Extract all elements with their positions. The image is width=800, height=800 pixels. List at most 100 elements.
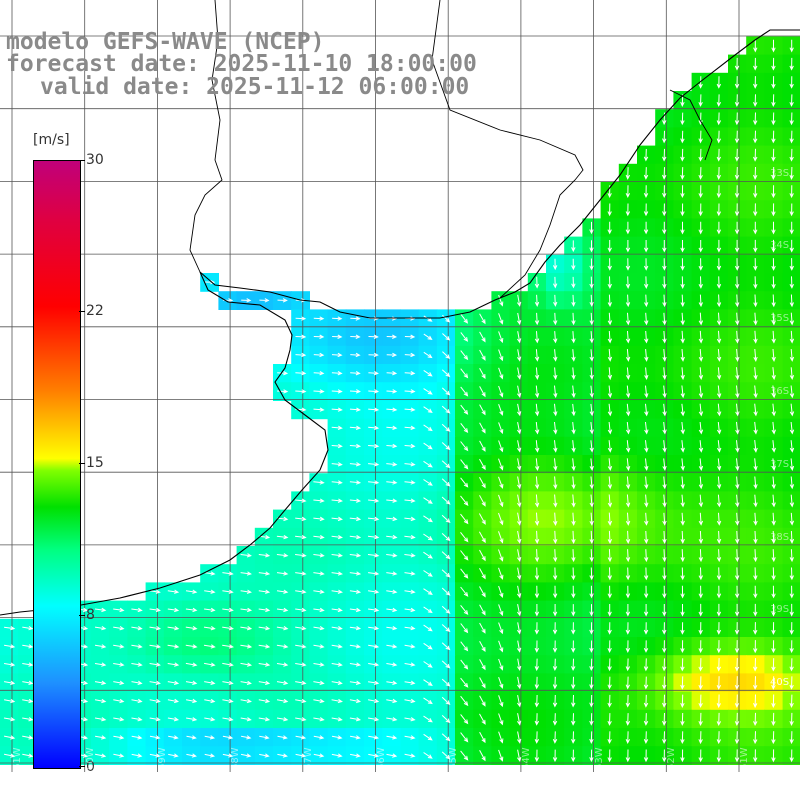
wind-arrow bbox=[386, 644, 398, 649]
wind-arrow bbox=[113, 625, 125, 631]
wind-arrow bbox=[771, 712, 776, 727]
wind-arrow bbox=[698, 185, 703, 199]
wind-arrow bbox=[404, 735, 416, 740]
wind-arrow bbox=[716, 694, 721, 709]
wind-arrow bbox=[698, 476, 704, 490]
wind-arrow bbox=[789, 112, 794, 126]
wind-arrow bbox=[698, 585, 703, 599]
wind-arrow bbox=[771, 312, 776, 326]
wind-arrow bbox=[625, 549, 631, 563]
wind-arrow bbox=[276, 717, 289, 722]
wind-arrow bbox=[423, 624, 433, 632]
wind-arrow bbox=[589, 512, 594, 526]
wind-arrow bbox=[331, 644, 343, 649]
wind-arrow bbox=[349, 443, 362, 449]
wind-arrow bbox=[553, 476, 558, 490]
wind-arrow bbox=[479, 495, 486, 507]
wind-arrow bbox=[662, 622, 667, 635]
wind-arrow bbox=[479, 640, 486, 652]
wind-arrow bbox=[753, 658, 758, 672]
wind-arrow bbox=[571, 367, 576, 380]
wind-arrow bbox=[607, 658, 612, 672]
wind-arrow bbox=[386, 553, 398, 558]
wind-arrow bbox=[680, 112, 685, 126]
wind-arrow bbox=[517, 604, 522, 617]
wind-arrow bbox=[625, 385, 631, 399]
wind-arrow bbox=[698, 512, 704, 526]
wind-arrow bbox=[295, 571, 307, 576]
wind-arrow bbox=[753, 148, 758, 162]
wind-arrow bbox=[589, 530, 594, 545]
wind-arrow bbox=[516, 294, 522, 307]
wind-arrow bbox=[295, 680, 307, 685]
wind-arrow bbox=[589, 422, 594, 435]
wind-arrow bbox=[386, 462, 398, 467]
colorbar-tick-mark bbox=[79, 463, 85, 464]
wind-arrow bbox=[386, 698, 398, 704]
wind-arrow bbox=[276, 644, 289, 649]
wind-arrow bbox=[349, 607, 362, 613]
wind-arrow bbox=[789, 458, 795, 471]
wind-arrow bbox=[753, 203, 758, 217]
wind-arrow bbox=[771, 421, 776, 435]
title-valid-date: valid date: 2025-11-12 06:00:00 bbox=[40, 74, 470, 100]
wind-arrow bbox=[113, 698, 125, 704]
wind-arrow bbox=[771, 658, 776, 672]
wind-arrow bbox=[662, 567, 667, 581]
wind-arrow bbox=[607, 367, 613, 381]
wind-arrow bbox=[460, 714, 469, 725]
lat-label: 40S bbox=[770, 677, 790, 688]
wind-arrow bbox=[771, 166, 776, 180]
wind-arrow bbox=[277, 298, 288, 303]
wind-arrow bbox=[222, 662, 234, 667]
wind-arrow bbox=[607, 749, 612, 763]
wind-arrow bbox=[517, 676, 522, 690]
wind-arrow bbox=[716, 476, 722, 490]
wind-arrow bbox=[625, 530, 631, 545]
wind-arrow bbox=[240, 625, 253, 631]
wind-arrow bbox=[517, 367, 522, 380]
wind-arrow bbox=[698, 749, 703, 763]
wind-arrow bbox=[753, 731, 758, 745]
wind-arrow bbox=[167, 662, 180, 667]
wind-arrow bbox=[571, 422, 576, 435]
wind-arrow bbox=[789, 258, 794, 271]
wind-arrow bbox=[698, 549, 703, 563]
wind-arrow bbox=[571, 331, 576, 344]
wind-arrow bbox=[534, 640, 540, 653]
wind-arrow bbox=[441, 496, 451, 505]
wind-arrow bbox=[552, 567, 558, 581]
wind-arrow bbox=[625, 276, 631, 289]
wind-arrow bbox=[553, 349, 558, 362]
wind-arrow bbox=[734, 276, 740, 290]
wind-arrow bbox=[698, 130, 703, 144]
wind-arrow bbox=[295, 553, 307, 558]
wind-arrow bbox=[644, 458, 649, 471]
wind-arrow bbox=[716, 622, 722, 635]
wind-arrow bbox=[460, 441, 469, 452]
wind-arrow bbox=[553, 385, 558, 399]
wind-arrow bbox=[789, 603, 794, 617]
wind-arrow bbox=[735, 403, 740, 417]
wind-arrow bbox=[113, 717, 125, 722]
wind-arrow bbox=[698, 385, 704, 399]
wind-arrow bbox=[698, 658, 703, 672]
wind-arrow bbox=[716, 494, 722, 508]
wind-arrow bbox=[716, 330, 722, 344]
wind-arrow bbox=[498, 677, 504, 689]
wind-arrow bbox=[386, 534, 398, 540]
wind-arrow bbox=[553, 312, 558, 326]
wind-arrow bbox=[149, 680, 161, 685]
wind-arrow bbox=[789, 712, 794, 727]
wind-arrow bbox=[771, 476, 776, 490]
wind-arrow bbox=[460, 750, 469, 761]
wind-arrow bbox=[149, 625, 162, 631]
lon-label: 54W bbox=[521, 747, 532, 770]
wind-arrow bbox=[368, 589, 380, 594]
wind-arrow bbox=[643, 567, 649, 581]
wind-arrows bbox=[3, 39, 795, 763]
wind-arrow bbox=[789, 130, 794, 144]
wind-arrow bbox=[662, 640, 667, 654]
wind-arrow bbox=[204, 735, 216, 740]
wind-arrow bbox=[680, 276, 685, 289]
